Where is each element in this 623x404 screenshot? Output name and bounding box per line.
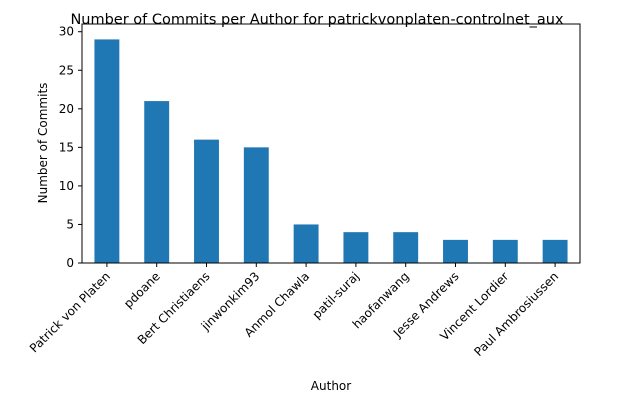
x-tick-label: patil-suraj: [310, 269, 362, 321]
bar: [293, 224, 319, 263]
x-axis-label: Author: [311, 379, 351, 393]
bar: [144, 101, 170, 263]
y-axis: 0 5 10 15 20 25 30: [59, 25, 82, 270]
x-tick-label: pdoane: [121, 269, 163, 311]
bar: [492, 239, 518, 263]
bar: [343, 232, 369, 263]
bar: [393, 232, 419, 263]
plot-frame: [81, 23, 581, 264]
y-tick-label: 5: [66, 217, 74, 231]
x-tick-label: Patrick von Platen: [27, 269, 113, 355]
y-tick-label: 20: [59, 102, 74, 116]
y-tick-label: 0: [66, 256, 74, 270]
y-axis-label: Number of Commits: [36, 83, 50, 204]
bars-group: [94, 39, 568, 263]
bar: [542, 239, 568, 263]
y-tick-label: 15: [59, 140, 74, 154]
y-tick-label: 30: [59, 25, 74, 39]
bar: [94, 39, 120, 263]
y-tick-label: 10: [59, 179, 74, 193]
bar: [194, 139, 219, 263]
bar: [443, 239, 468, 263]
bar: [243, 147, 269, 263]
chart-title: Number of Commits per Author for patrick…: [70, 12, 564, 28]
x-tick-label: Paul Ambrosiussen: [471, 269, 561, 359]
y-tick-label: 25: [59, 63, 74, 77]
